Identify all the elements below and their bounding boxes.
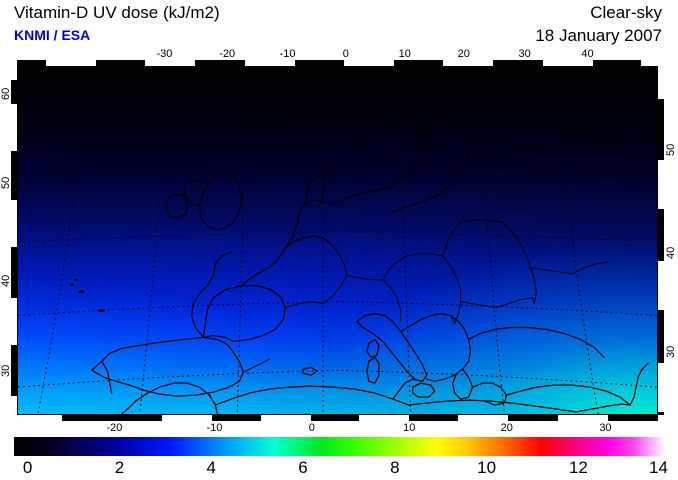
axis-bar-left [11,66,17,415]
axis-tick-label: 30 [518,48,531,60]
axis-tick-label: 40 [0,274,12,287]
axis-tick-label: 50 [0,176,12,189]
axis-tick-label: 30 [0,365,12,378]
axis-tick-label: 30 [665,345,677,359]
page-title: Vitamin-D UV dose (kJ/m2) [14,3,220,22]
colorbar-tick-label: 14 [649,458,668,477]
axis-tick-label: -20 [106,422,123,434]
axis-tick-label: 50 [665,143,677,156]
axis-tick-label: 40 [665,246,677,259]
colorbar-tick-label: 8 [390,458,400,477]
island-markers [69,278,106,313]
colorbar [14,437,665,456]
axis-tick-label: -30 [156,48,173,60]
axis-bar-top [17,60,658,66]
colorbar-tick-label: 10 [477,458,497,477]
axis-tick-label: -10 [206,422,223,434]
colorbar-tick-label: 4 [206,458,216,477]
axis-tick-label: -20 [219,48,236,60]
colorbar-tick-label: 6 [298,458,308,477]
axis-tick-label: 0 [342,48,349,60]
axis-tick-label: 10 [403,422,416,434]
axis-tick-label: 0 [308,422,315,434]
colorbar-gradient [14,437,665,456]
axis-tick-label: 20 [500,422,513,434]
uv-dose-field [18,67,657,414]
coastline-outlines [91,112,649,414]
axis-bar-right [658,66,664,415]
axis-tick-label: 10 [398,48,411,60]
axis-tick-label: 20 [457,48,470,60]
axis-bar-bottom [17,415,658,421]
colorbar-tick-label: 2 [114,458,125,477]
sky-condition-label: Clear-sky [590,3,662,22]
axis-tick-label: -10 [279,48,296,60]
axis-tick-label: 60 [0,87,12,100]
date-label: 18 January 2007 [535,26,662,45]
institute-credit: KNMI / ESA [14,27,91,43]
map-plot-area [17,66,658,415]
axis-tick-label: 30 [599,422,612,434]
colorbar-tick-label: 0 [22,458,33,477]
axis-tick-label: 40 [581,48,594,60]
colorbar-tick-label: 12 [568,458,588,477]
